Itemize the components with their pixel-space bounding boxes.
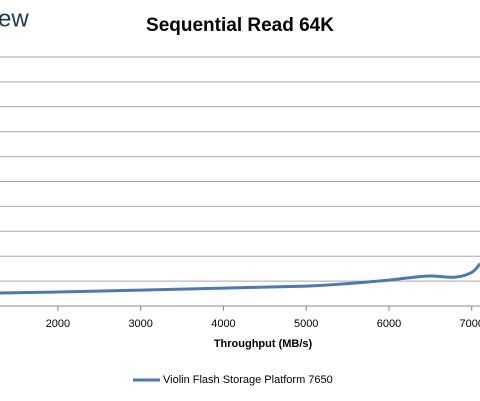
x-tick-label: 3000 xyxy=(128,318,152,330)
series-line xyxy=(0,262,480,295)
x-tick-label: 6000 xyxy=(377,318,401,330)
x-tick-label: 2000 xyxy=(46,318,70,330)
legend-label: Violin Flash Storage Platform 7650 xyxy=(163,374,333,386)
x-tick-label: 4000 xyxy=(211,318,235,330)
chart-title: Sequential Read 64K xyxy=(146,15,334,36)
logo: ew xyxy=(0,5,29,32)
x-tick-label: 5000 xyxy=(294,318,318,330)
x-tick-label: 7000 xyxy=(459,318,480,330)
x-axis-title: Throughput (MB/s) xyxy=(214,338,313,350)
